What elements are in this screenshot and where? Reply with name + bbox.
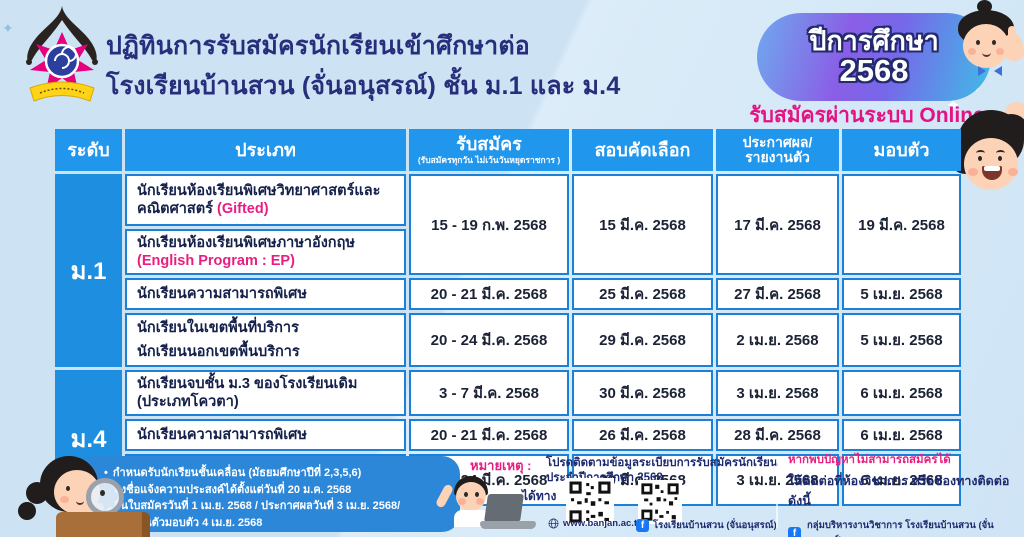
mascot-girl-magnifier (10, 446, 190, 537)
contact-section: หากพบปัญหาไม่สามารถสมัครได้ ให้ติดต่อที่… (788, 451, 1020, 537)
table-row: ม.4 นักเรียนจบชั้น ม.3 ของโรงเรียนเดิม (… (55, 370, 961, 506)
page-title-line1: ปฏิทินการรับสมัครนักเรียนเข้าศึกษาต่อ (106, 32, 530, 60)
apply-date-cell: 20 - 21 มี.ค. 2568 (409, 278, 569, 310)
website-link: www.banjan.ac.th (548, 518, 643, 529)
col-header-label: ประเภท (235, 139, 296, 160)
notice-line: • กำหนดรับนักเรียนชั้นเคลื่อน (มัธยมศึกษา… (104, 465, 448, 482)
apply-date-cell: 15 - 19 ก.พ. 2568 (409, 174, 569, 275)
mascot-boy-smiling (946, 102, 1024, 206)
enroll-date-cell: 6 เม.ย. 2568 (842, 454, 961, 506)
apply-date-cell: 3 - 7 มี.ค. 2568 (409, 370, 569, 416)
page-title-line2: โรงเรียนบ้านสวน (จั่นอนุสรณ์) ชั้น ม.1 แ… (106, 72, 621, 100)
announce-date-cell: 27 มี.ค. 2568 (716, 278, 839, 310)
announce-date-cell: 3 เม.ย. 2568 (716, 370, 839, 416)
type-accent: (English Program : EP) (137, 253, 295, 269)
exam-date-cell: 15 มี.ค. 2568 (572, 174, 713, 275)
type-text: นักเรียนห้องเรียนพิเศษวิทยาศาสตร์และคณิต… (137, 182, 381, 217)
col-header-level: ระดับ (55, 129, 122, 171)
type-cell: นักเรียนในเขตพื้นที่บริการ นักเรียนนอกเข… (125, 313, 406, 367)
type-text: นักเรียนในเขตพื้นที่บริการ (137, 319, 299, 336)
col-header-label: ประกาศผล/ (742, 134, 813, 151)
exam-date-cell: 25 มี.ค. 2568 (572, 278, 713, 310)
facebook-page-text: โรงเรียนบ้านสวน (จั่นอนุสรณ์) (653, 520, 777, 531)
type-cell: นักเรียนความสามารถพิเศษ (125, 419, 406, 451)
type-cell: นักเรียนห้องเรียนพิเศษวิทยาศาสตร์และคณิต… (125, 174, 406, 226)
col-header-label: มอบตัว (873, 139, 930, 160)
col-header-type: ประเภท (125, 129, 406, 171)
type-accent: (Gifted) (217, 201, 269, 217)
type-text: นักเรียนจบชั้น ม.3 ของโรงเรียนเดิม (137, 375, 358, 392)
badge-year: 2568 (839, 52, 909, 88)
level-cell-m1: ม.1 (55, 174, 122, 367)
type-text: นักเรียนความสามารถพิเศษ (137, 285, 307, 302)
mascot-boy-laptop (434, 474, 542, 537)
footer-divider (776, 458, 778, 528)
type-cell: นักเรียนห้องเรียนพิเศษภาษาอังกฤษ (English… (125, 229, 406, 275)
notice-text: กำหนดรับนักเรียนชั้นเคลื่อน (มัธยมศึกษาป… (112, 467, 362, 479)
facebook-icon (788, 526, 801, 537)
remark-via-label: ได้ทาง (522, 489, 557, 503)
col-header-enroll: มอบตัว (842, 129, 961, 171)
contact-facebook-row: กลุ่มบริหารงานวิชาการ โรงเรียนบ้านสวน (จ… (788, 518, 1020, 537)
table-row: นักเรียนความสามารถพิเศษ 20 - 21 มี.ค. 25… (55, 278, 961, 310)
type-cell: นักเรียนความสามารถพิเศษ (125, 278, 406, 310)
enroll-date-cell: 5 เม.ย. 2568 (842, 313, 961, 367)
academic-year-badge: ปีการศึกษา 2568 (757, 13, 991, 101)
sparkle-icon: ✦ (2, 20, 14, 36)
col-header-apply: รับสมัคร (รับสมัครทุกวัน ไม่เว้นวันหยุดร… (409, 129, 569, 171)
announce-date-cell: 17 มี.ค. 2568 (716, 174, 839, 275)
contact-text: กลุ่มบริหารงานวิชาการ โรงเรียนบ้านสวน (จ… (807, 520, 994, 537)
type-cell: นักเรียนจบชั้น ม.3 ของโรงเรียนเดิม (ประเ… (125, 370, 406, 416)
col-header-label: รับสมัคร (456, 134, 522, 155)
contact-instruction: ให้ติดต่อที่ห้องวิชาการ หรือช่องทางติดต่… (788, 474, 1010, 508)
notice-line: ลงชื่อแจ้งความประสงค์ได้ตั้งแต่วันที่ 20… (114, 483, 352, 496)
mascot-boy-thumbs-up (950, 0, 1024, 96)
remark-line: โปรดติดตามข้อมูลระเบียบการรับสมัครนักเรี… (546, 457, 778, 469)
apply-date-cell: 20 - 24 มี.ค. 2568 (409, 313, 569, 367)
contact-problem-heading: หากพบปัญหาไม่สามารถสมัครได้ (788, 454, 951, 466)
school-logo (26, 6, 98, 102)
level-label: ม.1 (70, 258, 107, 285)
exam-date-cell: 29 มี.ค. 2568 (572, 313, 713, 367)
notice-line: รายงานตัวมอบตัว 4 เม.ย. 2568 (114, 516, 263, 529)
facebook-page-link: โรงเรียนบ้านสวน (จั่นอนุสรณ์) (636, 518, 777, 533)
badge-label: ปีการศึกษา (809, 25, 939, 56)
table-row: นักเรียนในเขตพื้นที่บริการ นักเรียนนอกเข… (55, 313, 961, 367)
admission-schedule-table: ระดับ ประเภท รับสมัคร (รับสมัครทุกวัน ไม… (52, 126, 964, 509)
table-row: ม.1 นักเรียนห้องเรียนพิเศษวิทยาศาสตร์และ… (55, 174, 961, 367)
type-text: นักเรียนความสามารถพิเศษ (137, 426, 307, 443)
enroll-date-cell: 6 เม.ย. 2568 (842, 370, 961, 416)
type-text: นักเรียนห้องเรียนพิเศษภาษาอังกฤษ (137, 234, 355, 251)
table-header-row: ระดับ ประเภท รับสมัคร (รับสมัครทุกวัน ไม… (55, 129, 961, 171)
globe-icon (548, 518, 559, 529)
level-label: ม.4 (70, 425, 107, 453)
website-text: www.banjan.ac.th (563, 518, 643, 529)
enroll-date-cell: 19 มี.ค. 2568 (842, 174, 961, 275)
announce-date-cell: 2 เม.ย. 2568 (716, 313, 839, 367)
announce-date-cell: 28 มี.ค. 2568 (716, 419, 839, 451)
exam-date-cell: 26 มี.ค. 2568 (572, 419, 713, 451)
table-row: นักเรียนห้องเรียนพิเศษภาษาอังกฤษ (English… (55, 229, 961, 275)
notice-line: ยื่นใบสมัครวันที่ 1 เม.ย. 2568 / ประกาศผ… (114, 500, 401, 512)
table-row: นักเรียนความสามารถพิเศษ 20 - 21 มี.ค. 25… (55, 419, 961, 451)
bullet-icon: • (104, 467, 108, 479)
enroll-date-cell: 6 เม.ย. 2568 (842, 419, 961, 451)
online-application-note: รับสมัครผ่านระบบ Online (749, 104, 985, 127)
col-header-announce: ประกาศผล/ รายงานตัว (716, 129, 839, 171)
col-header-subnote: (รับสมัครทุกวัน ไม่เว้นวันหยุดราชการ ) (417, 154, 561, 165)
apply-date-cell: 20 - 21 มี.ค. 2568 (409, 419, 569, 451)
enroll-date-cell: 5 เม.ย. 2568 (842, 278, 961, 310)
col-header-label: ระดับ (67, 139, 110, 160)
remark-label: หมายเหตุ : (470, 458, 532, 473)
qr-code-facebook (638, 480, 682, 524)
exam-date-cell: 30 มี.ค. 2568 (572, 370, 713, 416)
type-text: (ประเภทโควตา) (137, 394, 239, 410)
qr-code-website (566, 478, 614, 526)
facebook-icon (636, 519, 649, 532)
col-header-label: รายงานตัว (745, 149, 810, 165)
col-header-exam: สอบคัดเลือก (572, 129, 713, 171)
col-header-label: สอบคัดเลือก (594, 139, 691, 160)
type-text: นักเรียนนอกเขตพื้นบริการ (137, 344, 300, 360)
